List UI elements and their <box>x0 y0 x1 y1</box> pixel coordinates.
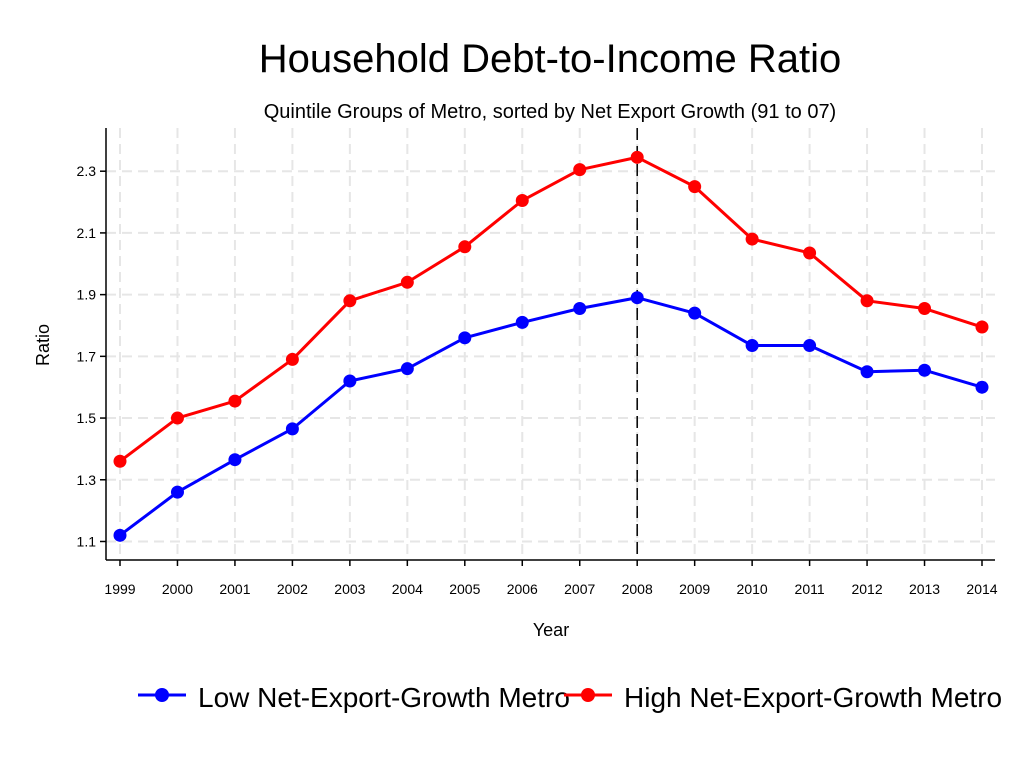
legend-label-low: Low Net-Export-Growth Metro <box>198 682 570 713</box>
x-tick-label: 2008 <box>622 581 653 597</box>
x-axis-ticks: 1999 2000 2001 2002 2003 2004 2005 2006 2007 2008… <box>104 560 998 597</box>
y-tick-label: 1.5 <box>77 410 97 426</box>
y-tick-label: 1.9 <box>77 287 97 303</box>
legend-swatch-high-marker <box>581 688 595 702</box>
x-tick-label: 2009 <box>679 581 710 597</box>
data-point-low-1999 <box>113 528 127 542</box>
data-point-low-2000 <box>170 485 184 499</box>
y-tick-label: 1.3 <box>77 472 97 488</box>
x-tick-label: 2007 <box>564 581 595 597</box>
data-point-low-2012 <box>860 365 874 379</box>
legend-label-high: High Net-Export-Growth Metro <box>624 682 1002 713</box>
x-tick-label: 2005 <box>449 581 480 597</box>
data-point-low-2007 <box>573 302 587 316</box>
data-point-low-2004 <box>400 362 414 376</box>
data-point-low-2002 <box>285 422 299 436</box>
series-line-low <box>119 296 983 537</box>
series-high <box>113 150 989 468</box>
data-point-high-2005 <box>458 240 472 254</box>
data-point-low-2005 <box>458 331 472 345</box>
y-axis-title: Ratio <box>33 324 53 366</box>
data-point-low-2003 <box>343 374 357 388</box>
data-point-low-2008 <box>630 291 644 305</box>
series-line-high <box>119 155 983 463</box>
data-point-high-2000 <box>170 411 184 425</box>
x-tick-label: 2010 <box>737 581 768 597</box>
data-point-high-2014 <box>975 320 989 334</box>
legend-item-high: High Net-Export-Growth Metro <box>564 682 1002 713</box>
legend-item-low: Low Net-Export-Growth Metro <box>138 682 570 713</box>
data-point-high-1999 <box>113 454 127 468</box>
x-tick-label: 2004 <box>392 581 423 597</box>
y-axis-ticks: 1.1 1.3 1.5 1.7 1.9 2.1 2.3 <box>77 163 106 549</box>
y-tick-label: 2.3 <box>77 163 97 179</box>
data-point-low-2010 <box>745 339 759 353</box>
y-tick-label: 1.1 <box>77 533 97 549</box>
data-point-high-2009 <box>688 180 702 194</box>
data-point-low-2013 <box>918 363 932 377</box>
axes <box>105 128 995 561</box>
y-tick-label: 2.1 <box>77 225 97 241</box>
x-tick-label: 2001 <box>219 581 250 597</box>
data-point-high-2001 <box>228 394 242 408</box>
x-tick-label: 2014 <box>966 581 997 597</box>
chart-title: Household Debt-to-Income Ratio <box>259 37 842 81</box>
x-axis-title: Year <box>533 620 569 640</box>
x-tick-label: 2002 <box>277 581 308 597</box>
data-point-high-2010 <box>745 232 759 246</box>
x-tick-label: 2012 <box>851 581 882 597</box>
x-tick-label: 2006 <box>507 581 538 597</box>
data-point-high-2011 <box>803 246 817 260</box>
data-point-high-2013 <box>918 302 932 316</box>
data-point-low-2014 <box>975 380 989 394</box>
data-point-high-2004 <box>400 275 414 289</box>
series-low <box>113 291 989 542</box>
legend: Low Net-Export-Growth Metro High Net-Exp… <box>138 682 1002 713</box>
x-tick-label: 2000 <box>162 581 193 597</box>
data-point-high-2008 <box>630 150 644 164</box>
data-point-low-2006 <box>515 315 529 329</box>
data-point-low-2009 <box>688 306 702 320</box>
x-tick-label: 1999 <box>104 581 135 597</box>
data-point-low-2001 <box>228 453 242 467</box>
x-tick-label: 2013 <box>909 581 940 597</box>
data-point-high-2007 <box>573 163 587 177</box>
data-point-high-2012 <box>860 294 874 308</box>
x-tick-label: 2003 <box>334 581 365 597</box>
x-tick-label: 2011 <box>795 581 825 597</box>
data-point-high-2002 <box>285 352 299 366</box>
grid-lines <box>106 128 995 560</box>
chart-subtitle: Quintile Groups of Metro, sorted by Net … <box>264 101 836 123</box>
data-point-low-2011 <box>803 339 817 353</box>
data-point-high-2003 <box>343 294 357 308</box>
y-tick-label: 1.7 <box>77 348 97 364</box>
series-group <box>113 150 989 542</box>
legend-swatch-low-marker <box>155 688 169 702</box>
data-point-high-2006 <box>515 194 529 208</box>
